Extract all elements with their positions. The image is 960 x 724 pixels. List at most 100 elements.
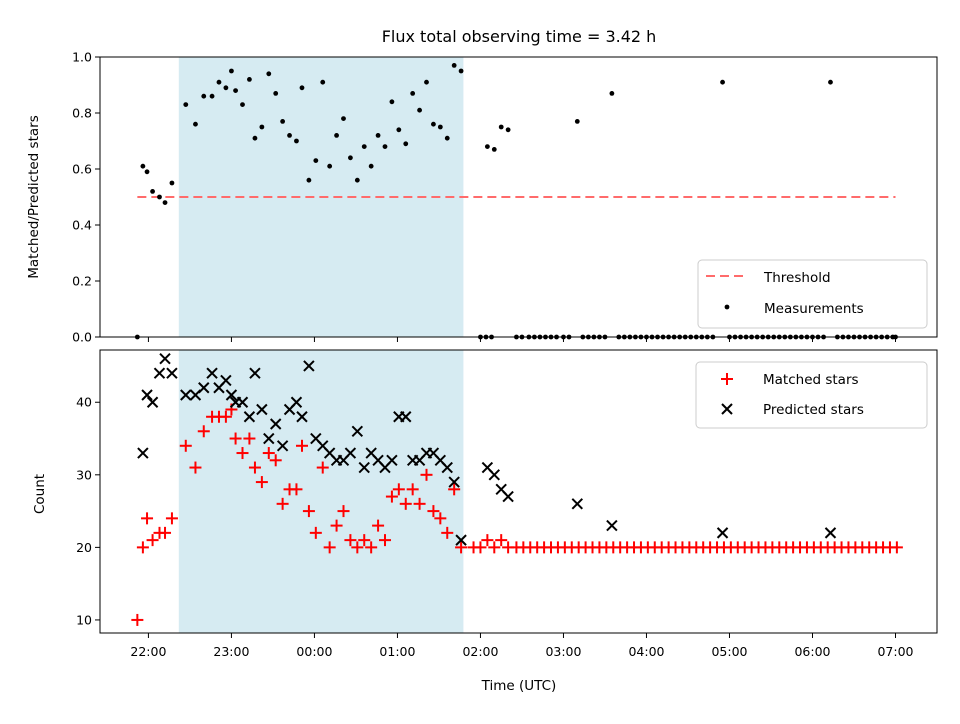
top-axes-frame <box>99 56 938 338</box>
matched-star-marker <box>351 541 364 554</box>
measurement-point <box>327 163 333 169</box>
measurement-point <box>183 102 189 107</box>
measurement-point <box>444 135 450 141</box>
chart-title: Flux total observing time = 3.42 h <box>382 27 657 46</box>
matched-star-marker <box>255 476 268 489</box>
measurement-point <box>229 68 234 74</box>
top-ytick-label: 0.6 <box>72 162 92 177</box>
matched-star-marker <box>309 526 322 539</box>
bottom-ytick-label: 30 <box>76 467 92 482</box>
bottom-xtick-label: 01:00 <box>379 644 415 659</box>
top-axis-ticks: 0.0 0.2 0.4 0.6 0.8 1.0 <box>72 50 896 345</box>
measurement-point <box>720 79 725 85</box>
matched-star-marker <box>219 410 232 423</box>
matched-star-marker <box>372 519 385 532</box>
matched-star-marker <box>290 483 303 496</box>
measurement-point <box>169 180 175 186</box>
matched-star-marker <box>378 534 391 547</box>
measurement-point <box>491 147 497 152</box>
predicted-star-marker <box>296 411 308 423</box>
measurement-point <box>280 119 286 124</box>
bottom-legend: Matched stars Predicted stars <box>695 361 928 429</box>
predicted-star-marker <box>206 367 218 379</box>
measurement-point <box>828 79 833 85</box>
predicted-star-marker <box>386 454 398 467</box>
measurement-point <box>396 127 402 133</box>
matched-star-marker <box>392 483 405 496</box>
measurement-point <box>216 79 222 85</box>
matched-star-marker <box>276 497 289 510</box>
predicted-star-marker <box>220 374 232 387</box>
matched-star-marker <box>146 534 159 547</box>
matched-star-marker <box>385 490 398 503</box>
matched-star-marker <box>295 439 308 452</box>
predicted-star-marker <box>606 519 618 532</box>
matched-star-marker <box>236 447 249 460</box>
predicted-star-marker <box>276 440 289 452</box>
predicted-star-marker <box>290 396 303 408</box>
legend-measurements-label: Measurements <box>764 301 864 317</box>
measurement-point <box>259 124 265 130</box>
measurement-point <box>287 133 292 138</box>
measurement-point <box>157 194 162 200</box>
measurement-point <box>306 177 312 183</box>
matched-star-marker <box>406 483 419 496</box>
top-ytick-label: 0.8 <box>72 106 92 121</box>
measurement-point <box>144 169 150 175</box>
measurement-point <box>240 102 245 107</box>
matched-star-marker <box>243 432 256 445</box>
predicted-star-marker <box>141 389 153 401</box>
predicted-star-marker <box>146 396 159 408</box>
matched-star-marker <box>136 541 149 554</box>
top-ytick-label: 1.0 <box>72 50 92 65</box>
measurement-point <box>341 116 346 121</box>
predicted-star-marker <box>236 396 249 408</box>
predicted-star-marker <box>448 476 460 488</box>
bottom-axis-ticks: 10 20 30 40 22:00 23:00 00:00 01:00 02:00 03:00 04… <box>76 395 913 659</box>
bottom-panel: 10 20 30 40 22:00 23:00 00:00 01:00 02:00 03:00 04… <box>32 349 938 694</box>
measurement-point <box>252 135 258 141</box>
matched-star-marker <box>330 519 343 532</box>
predicted-star-marker <box>263 432 275 445</box>
matched-star-marker <box>229 432 242 445</box>
predicted-star-marker <box>159 353 171 365</box>
bottom-legend-box <box>695 361 928 429</box>
legend-threshold-label: Threshold <box>763 270 831 286</box>
measurement-point <box>299 85 305 91</box>
measurement-point <box>334 133 339 138</box>
measurement-point <box>320 79 326 85</box>
measurement-point <box>233 88 238 93</box>
predicted-star-marker <box>256 403 268 416</box>
matched-star-marker <box>248 461 261 474</box>
predicted-star-marker <box>571 498 584 510</box>
matched-star-marker <box>358 534 371 547</box>
measurement-point <box>458 68 464 74</box>
matched-star-marker <box>179 439 192 452</box>
legend-matched-label: Matched stars <box>763 372 859 388</box>
legend-matched-swatch <box>721 373 733 385</box>
measurement-point <box>368 163 374 169</box>
bottom-ytick-label: 20 <box>76 540 92 555</box>
measurement-point <box>484 144 490 150</box>
bottom-xlabel: Time (UTC) <box>481 678 557 694</box>
measurement-point <box>505 127 511 133</box>
measurement-point <box>403 141 409 147</box>
matched-star-marker <box>337 505 350 518</box>
measurement-point <box>247 77 252 82</box>
matched-star-marker <box>141 512 154 525</box>
matched-star-marker <box>495 534 508 547</box>
measurement-point <box>348 155 353 161</box>
measurement-point <box>498 124 504 130</box>
predicted-star-marker <box>180 389 192 401</box>
bottom-xtick-label: 22:00 <box>130 644 166 659</box>
matched-star-marker <box>316 461 329 474</box>
legend-measurements-swatch <box>724 304 730 310</box>
measurement-point <box>417 107 422 113</box>
matched-star-marker <box>890 541 903 554</box>
measurement-point <box>574 119 580 124</box>
matched-star-marker <box>481 534 494 547</box>
bottom-xtick-label: 00:00 <box>296 644 332 659</box>
matched-star-marker <box>441 526 454 539</box>
measurement-point <box>273 91 279 96</box>
